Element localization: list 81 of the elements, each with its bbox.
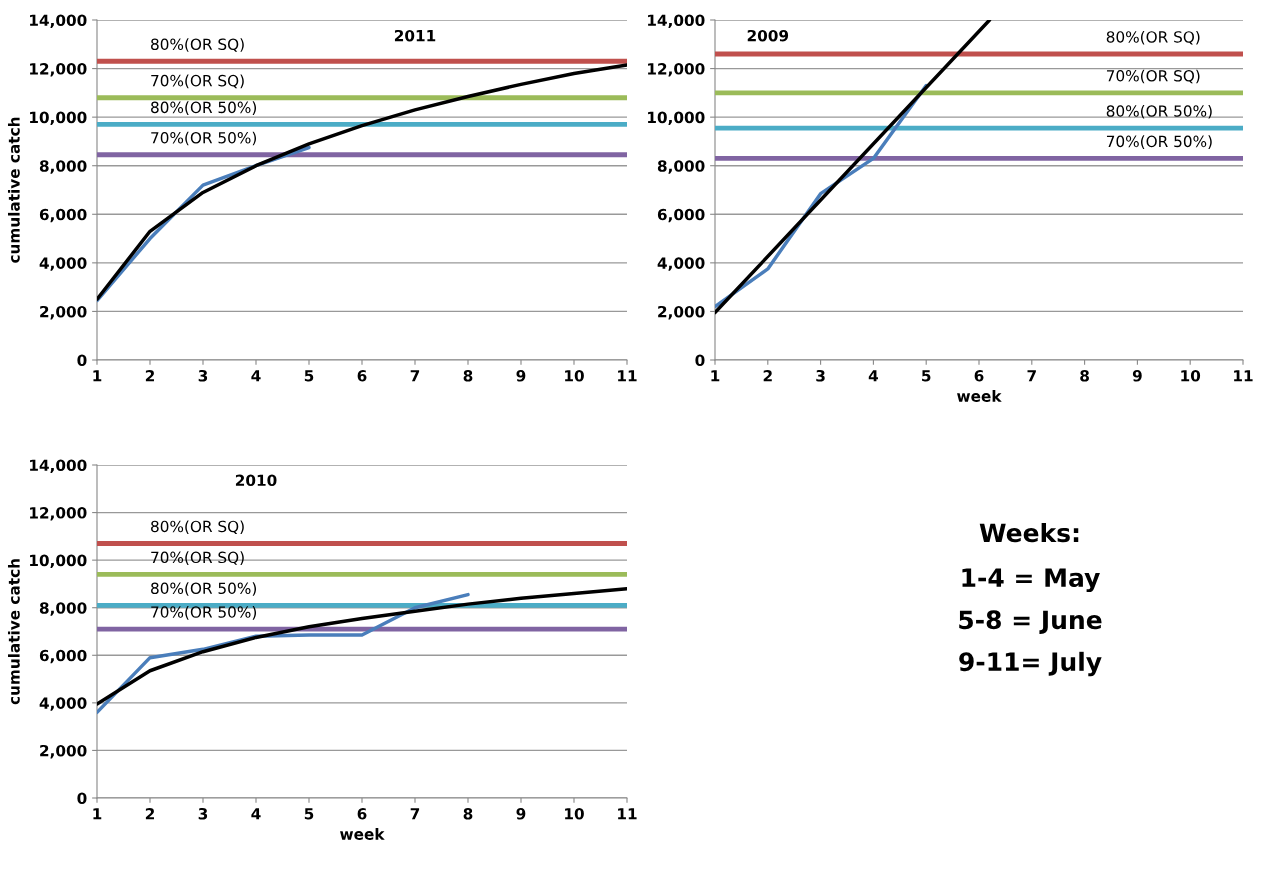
y-tick-label: 10,000 bbox=[30, 554, 87, 569]
x-tick-label: 2 bbox=[145, 369, 154, 382]
x-tick-label: 1 bbox=[711, 370, 720, 382]
x-tick-label: 7 bbox=[410, 808, 420, 820]
y-tick-label: 0 bbox=[77, 354, 87, 367]
y-tick-label: 2,000 bbox=[40, 744, 87, 759]
x-axis-title: week bbox=[957, 390, 1002, 402]
ref-line-label: 80%(OR 50%) bbox=[1106, 104, 1212, 119]
ref-line-label: 70%(OR 50%) bbox=[1106, 135, 1212, 149]
text: 1-4 = May bbox=[962, 568, 1100, 593]
x-tick-label: 10 bbox=[565, 807, 584, 820]
text: Weeks: bbox=[979, 522, 1079, 543]
ref-line-label: 80%(OR SQ) bbox=[1106, 30, 1200, 45]
y-tick-label: 8,000 bbox=[39, 160, 87, 174]
y-tick-label: 4,000 bbox=[657, 257, 705, 271]
x-tick-label: 7 bbox=[1027, 370, 1036, 382]
x-tick-label: 9 bbox=[516, 808, 526, 820]
y-tick-label: 14,000 bbox=[648, 14, 705, 28]
x-tick-label: 8 bbox=[463, 807, 473, 820]
y-tick-label: 0 bbox=[695, 354, 705, 367]
x-tick-label: 2 bbox=[145, 807, 154, 820]
ref-line-label: 70%(OR 50%) bbox=[151, 131, 257, 146]
text: 2010 bbox=[235, 474, 277, 487]
x-tick-label: 8 bbox=[1080, 369, 1089, 382]
y-tick-label: 12,000 bbox=[30, 63, 87, 77]
text: 2011 bbox=[394, 29, 436, 42]
x-tick-label: 6 bbox=[357, 370, 367, 382]
x-tick-label: 5 bbox=[304, 808, 314, 820]
y-axis-title: cumulative catch bbox=[7, 117, 20, 263]
ref-line-label: 80%(OR SQ) bbox=[151, 520, 244, 534]
x-tick-label: 11 bbox=[618, 808, 637, 820]
ref-line-label: 80%(OR 50%) bbox=[151, 582, 257, 596]
x-tick-label: 5 bbox=[922, 370, 931, 382]
y-tick-label: 6,000 bbox=[657, 208, 705, 223]
y-tick-label: 2,000 bbox=[40, 305, 87, 320]
y-tick-label: 4,000 bbox=[39, 257, 87, 271]
line-series bbox=[97, 63, 627, 302]
y-tick-label: 14,000 bbox=[30, 14, 87, 28]
y-tick-label: 0 bbox=[77, 792, 87, 805]
x-tick-label: 1 bbox=[93, 808, 102, 820]
text: 2009 bbox=[747, 29, 789, 42]
x-tick-label: 4 bbox=[251, 370, 261, 382]
x-tick-label: 11 bbox=[618, 370, 637, 382]
x-tick-label: 3 bbox=[198, 369, 208, 382]
ref-line-label: 80%(OR SQ) bbox=[151, 38, 244, 52]
x-tick-label: 6 bbox=[357, 808, 367, 820]
y-tick-label: 6,000 bbox=[39, 649, 87, 664]
ref-line-label: 70%(OR SQ) bbox=[151, 74, 244, 89]
x-tick-label: 1 bbox=[93, 370, 102, 382]
x-tick-label: 11 bbox=[1234, 370, 1253, 382]
x-tick-label: 3 bbox=[198, 807, 208, 820]
ref-line-label: 70%(OR SQ) bbox=[1106, 69, 1200, 84]
y-tick-label: 10,000 bbox=[648, 111, 705, 126]
y-tick-label: 14,000 bbox=[30, 459, 87, 473]
text: 9-11= July bbox=[959, 651, 1102, 677]
ref-line-label: 70%(OR 50%) bbox=[151, 606, 257, 620]
ref-line-label: 80%(OR 50%) bbox=[151, 101, 257, 115]
ref-line-label: 70%(OR SQ) bbox=[151, 551, 244, 565]
y-tick-label: 2,000 bbox=[658, 305, 705, 320]
x-tick-label: 7 bbox=[410, 370, 420, 382]
y-tick-label: 12,000 bbox=[30, 507, 87, 521]
text: 5-8 = June bbox=[959, 610, 1102, 634]
x-tick-label: 3 bbox=[816, 369, 825, 382]
y-axis-title: cumulative catch bbox=[7, 559, 20, 705]
x-tick-label: 9 bbox=[1132, 370, 1142, 382]
x-tick-label: 10 bbox=[565, 369, 584, 382]
y-tick-label: 12,000 bbox=[648, 63, 705, 77]
x-tick-label: 8 bbox=[463, 369, 473, 382]
x-tick-label: 2 bbox=[763, 369, 772, 382]
x-tick-label: 4 bbox=[868, 370, 879, 382]
x-tick-label: 4 bbox=[251, 808, 261, 820]
x-axis-title: week bbox=[340, 828, 385, 840]
x-tick-label: 5 bbox=[304, 370, 314, 382]
x-tick-label: 10 bbox=[1181, 369, 1201, 382]
y-tick-label: 8,000 bbox=[39, 602, 87, 616]
y-tick-label: 10,000 bbox=[30, 111, 87, 126]
y-tick-label: 4,000 bbox=[39, 697, 87, 711]
y-tick-label: 8,000 bbox=[657, 160, 705, 174]
x-tick-label: 6 bbox=[974, 370, 984, 382]
x-tick-label: 9 bbox=[516, 370, 526, 382]
y-tick-label: 6,000 bbox=[39, 208, 87, 223]
